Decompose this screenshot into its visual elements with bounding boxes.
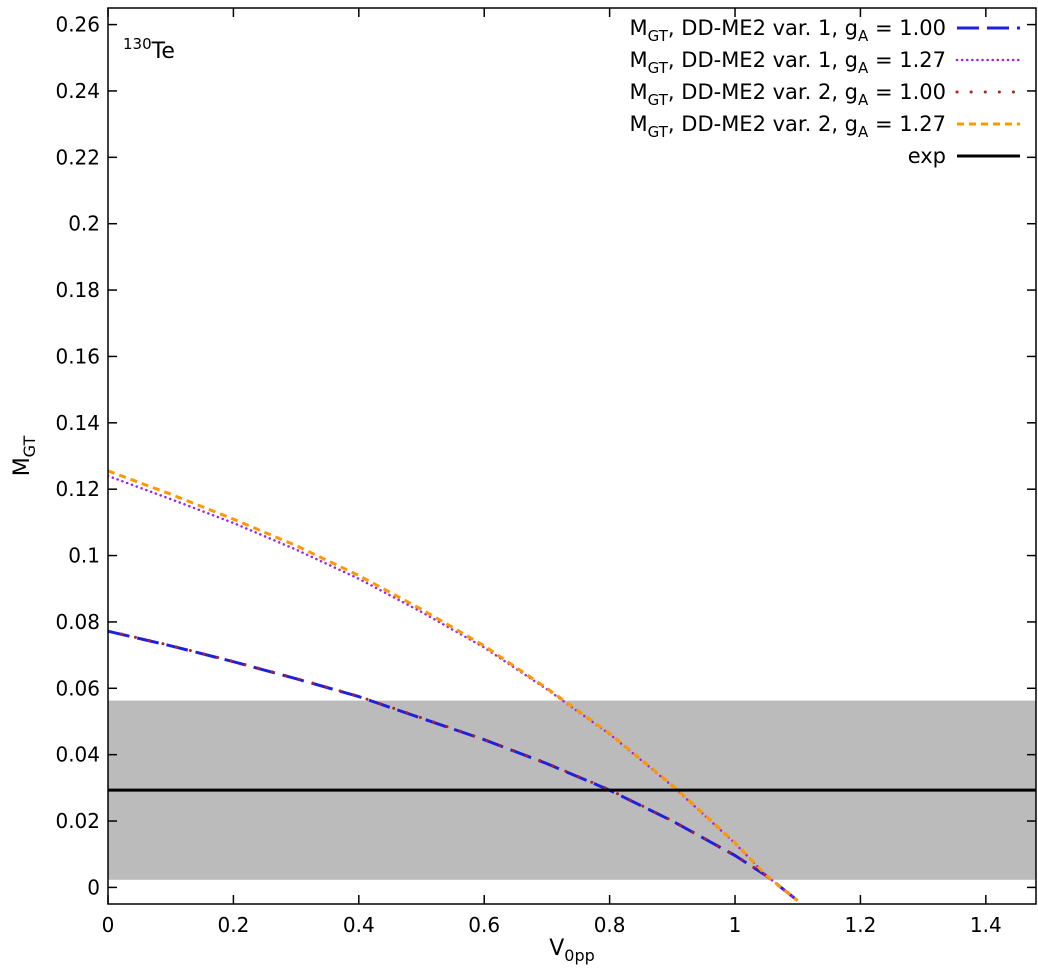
series-line-1: [108, 629, 799, 902]
y-tick-label: 0.24: [55, 79, 100, 103]
plot-frame: [107, 7, 1037, 905]
legend-label-exp: exp: [908, 144, 946, 168]
y-tick-label: 0.04: [55, 743, 100, 767]
x-tick-label: 0.2: [217, 913, 249, 937]
legend-label-3: MGT, DD-ME2 var. 2, gA = 1.00: [630, 80, 946, 109]
legend-label-1: MGT, DD-ME2 var. 1, gA = 1.00: [630, 16, 946, 45]
x-tick-label: 1.4: [970, 913, 1002, 937]
y-tick-label: 0: [87, 875, 100, 899]
x-tick-label: 0: [102, 913, 115, 937]
x-tick-label: 0.8: [594, 913, 626, 937]
x-axis-title-sub: 0pp: [564, 946, 595, 965]
y-tick-label: 0.08: [55, 610, 100, 634]
x-tick-label: 0.4: [343, 913, 375, 937]
series-line-4: [108, 469, 799, 902]
x-axis-title: V0pp: [549, 936, 595, 965]
y-tick-label: 0.16: [55, 344, 100, 368]
x-axis-title-main: V: [549, 936, 564, 961]
y-tick-label: 0.06: [55, 676, 100, 700]
x-tick-label: 0.6: [468, 913, 500, 937]
y-axis-title-sub: GT: [20, 435, 39, 457]
y-tick-label: 0.02: [55, 809, 100, 833]
y-tick-label: 0.18: [55, 278, 100, 302]
element-symbol: Te: [151, 39, 175, 64]
series-line-2: [108, 474, 799, 902]
legend: MGT, DD-ME2 var. 1, gA = 1.00 MGT, DD-ME2…: [630, 16, 1022, 168]
y-tick-label: 0.26: [55, 13, 100, 37]
y-axis-title-main: M: [10, 457, 35, 476]
y-tick-label: 0.12: [55, 477, 100, 501]
y-axis-title: MGT: [10, 435, 39, 476]
y-tick-label: 0.1: [68, 544, 100, 568]
series-layer: [108, 469, 800, 902]
tick-layer: 0 0.2 0.4 0.6 0.8 1 1.2 1.4 0 0.02 0.04 0.06 0.08 0.1…: [55, 8, 1036, 937]
x-tick-label: 1.2: [845, 913, 877, 937]
y-tick-label: 0.22: [55, 145, 100, 169]
legend-label-2: MGT, DD-ME2 var. 1, gA = 1.27: [630, 48, 946, 77]
nucleus-annotation: 130Te: [123, 35, 175, 64]
x-tick-label: 1: [729, 913, 742, 937]
y-tick-label: 0.14: [55, 411, 100, 435]
mass-number: 130: [123, 35, 152, 53]
y-tick-label: 0.2: [68, 212, 100, 236]
legend-label-4: MGT, DD-ME2 var. 2, gA = 1.27: [630, 112, 946, 141]
